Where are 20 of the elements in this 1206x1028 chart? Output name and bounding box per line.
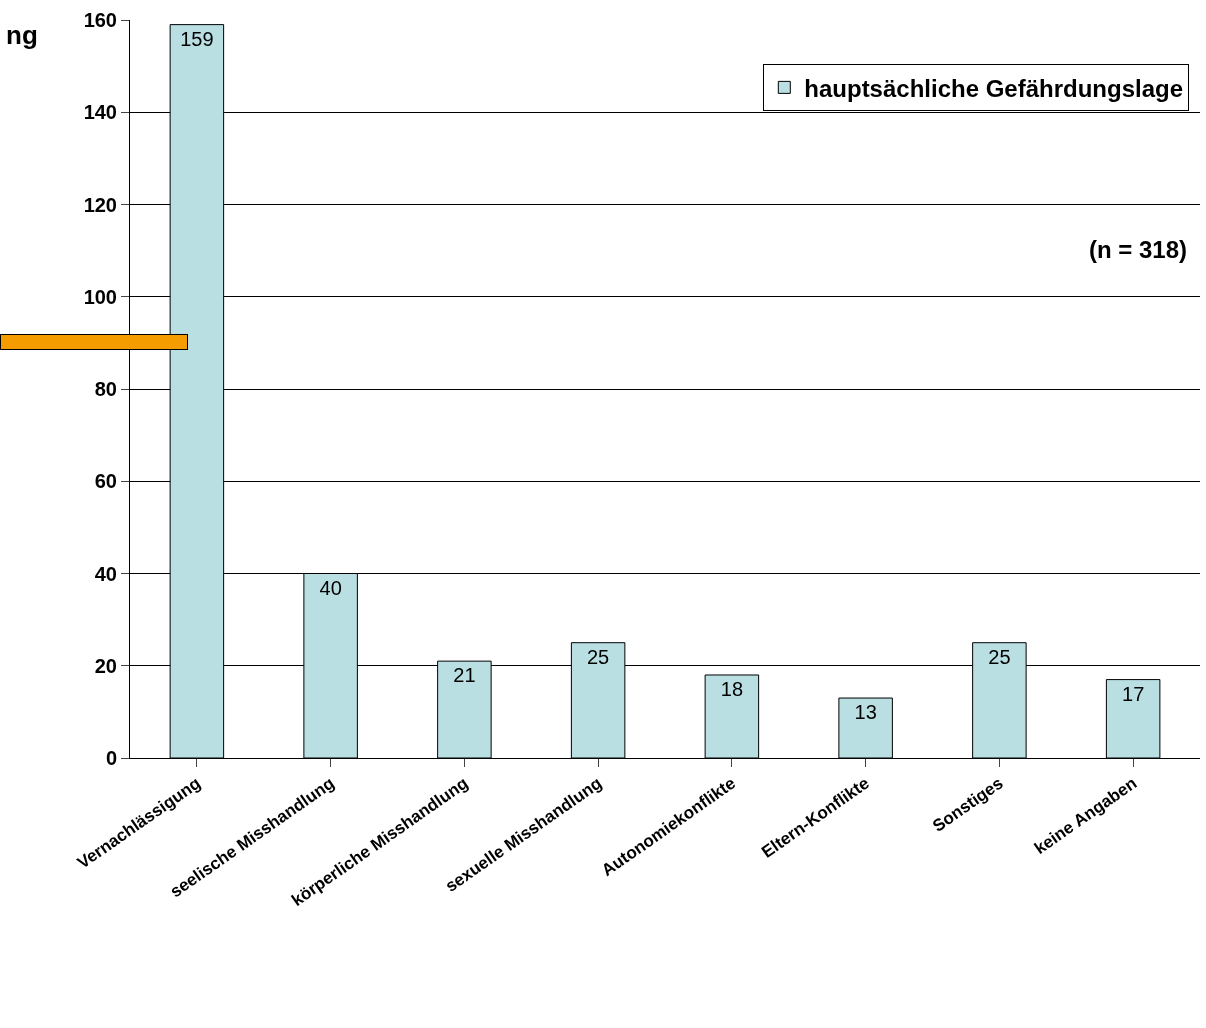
data-label: 18 [720, 677, 744, 700]
data-label: 25 [988, 645, 1011, 668]
data-label: 159 [180, 27, 214, 50]
y-tick-label: 40 [94, 562, 117, 585]
data-label: 40 [319, 576, 342, 599]
y-tick-label: 20 [94, 654, 117, 677]
data-label: 25 [587, 645, 610, 668]
annotation: (n = 318) [1089, 236, 1188, 263]
y-tick-label: 0 [105, 747, 117, 769]
y-tick-label: 140 [83, 101, 117, 124]
y-tick-label: 160 [83, 9, 117, 31]
y-tick-label: 60 [94, 470, 117, 493]
data-label: 21 [453, 664, 476, 687]
legend-label: hauptsächliche Gefährdungslage [804, 74, 1184, 102]
data-label: 17 [1122, 682, 1145, 705]
y-tick-label: 80 [94, 378, 117, 400]
data-label: 13 [854, 701, 877, 724]
y-tick-label: 120 [83, 193, 117, 216]
chart-title: ng [6, 19, 38, 50]
y-tick-label: 100 [83, 285, 117, 308]
